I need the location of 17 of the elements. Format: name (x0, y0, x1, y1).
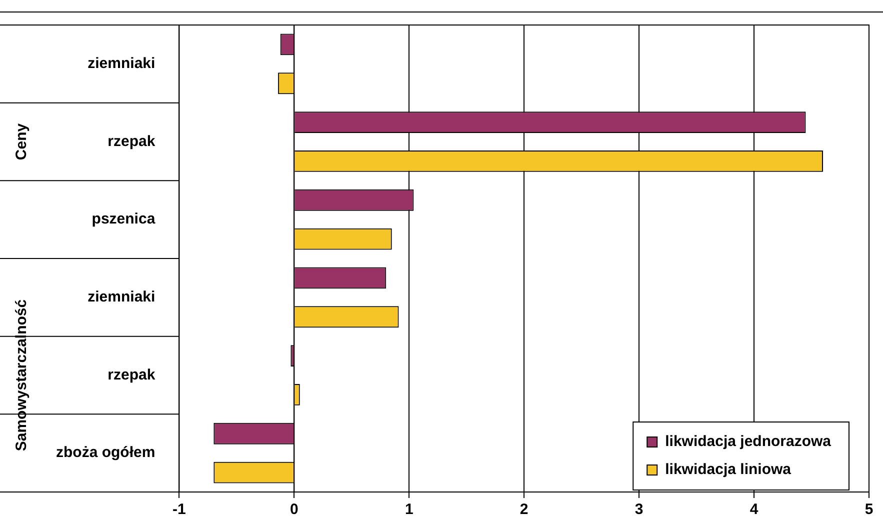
y-tick-label: pszenica (92, 210, 156, 228)
x-tick-label: 5 (864, 501, 874, 518)
x-tick-label: -1 (172, 501, 186, 518)
y-tick-label: ziemniaki (88, 288, 156, 306)
y-tick-label: ziemniaki (88, 55, 156, 72)
y-tick-label: rzepak (108, 366, 156, 384)
x-tick-label: 3 (634, 501, 644, 518)
legend-label: likwidacja liniowa (665, 461, 792, 478)
y-tick-label: rzepak (108, 132, 156, 150)
text: Ceny (13, 122, 30, 160)
x-tick-label: 2 (520, 501, 528, 518)
y-tick-label: zboża ogółem (56, 444, 156, 462)
x-tick-label: 4 (750, 501, 759, 518)
x-tick-label: 0 (290, 501, 298, 518)
x-tick-label: 1 (404, 501, 414, 518)
text: Samowystarczalność (13, 299, 30, 452)
legend-label: likwidacja jednorazowa (665, 433, 832, 450)
